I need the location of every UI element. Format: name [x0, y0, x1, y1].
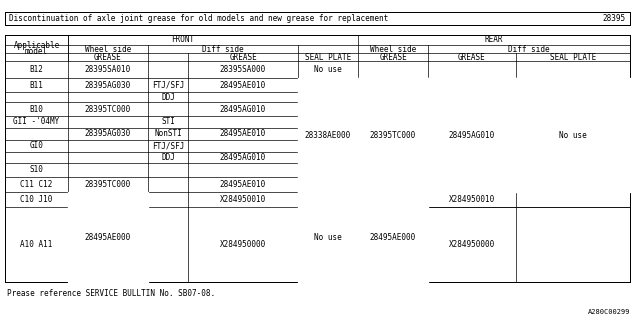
Text: X284950000: X284950000 — [449, 240, 495, 249]
Text: 28395SA010: 28395SA010 — [85, 65, 131, 74]
Text: Diff side: Diff side — [202, 44, 244, 53]
Text: B11: B11 — [29, 81, 44, 90]
Text: 28495AE010: 28495AE010 — [220, 81, 266, 90]
Text: FRONT: FRONT — [172, 36, 195, 44]
Text: NonSTI: NonSTI — [154, 130, 182, 139]
Text: 28395AG030: 28395AG030 — [85, 130, 131, 139]
Text: 28495AE000: 28495AE000 — [85, 233, 131, 242]
Text: SEAL PLATE: SEAL PLATE — [550, 52, 596, 61]
Text: STI: STI — [161, 117, 175, 126]
Text: REAR: REAR — [484, 36, 503, 44]
Text: Discontinuation of axle joint grease for old models and new grease for replaceme: Discontinuation of axle joint grease for… — [9, 14, 388, 23]
Text: FTJ/SFJ: FTJ/SFJ — [152, 141, 184, 150]
Text: 28395: 28395 — [603, 14, 626, 23]
Text: 28395SA000: 28395SA000 — [220, 65, 266, 74]
Text: model: model — [25, 47, 48, 57]
Text: No use: No use — [314, 65, 342, 74]
Bar — [5, 35, 630, 282]
Text: 28395TC000: 28395TC000 — [370, 131, 416, 140]
Text: 28495AG010: 28495AG010 — [220, 105, 266, 114]
Text: 28395TC000: 28395TC000 — [85, 105, 131, 114]
Text: 28395TC000: 28395TC000 — [85, 180, 131, 189]
Text: A10 A11: A10 A11 — [20, 240, 52, 249]
Text: Wheel side: Wheel side — [85, 44, 131, 53]
Text: 28495AG010: 28495AG010 — [220, 153, 266, 162]
Text: GII -'04MY: GII -'04MY — [13, 117, 60, 126]
Text: Diff side: Diff side — [508, 44, 550, 53]
Text: GREASE: GREASE — [458, 52, 486, 61]
Text: B12: B12 — [29, 65, 44, 74]
Text: Prease reference SERVICE BULLTIN No. SB07-08.: Prease reference SERVICE BULLTIN No. SB0… — [7, 290, 215, 299]
Text: C11 C12: C11 C12 — [20, 180, 52, 189]
Text: B10: B10 — [29, 105, 44, 114]
Text: GREASE: GREASE — [379, 52, 407, 61]
Bar — [5, 12, 630, 25]
Text: No use: No use — [559, 131, 587, 140]
Text: Wheel side: Wheel side — [370, 44, 416, 53]
Text: 28495AG010: 28495AG010 — [449, 131, 495, 140]
Text: X284950000: X284950000 — [220, 240, 266, 249]
Text: 28495AE010: 28495AE010 — [220, 130, 266, 139]
Text: S10: S10 — [29, 165, 44, 174]
Text: SEAL PLATE: SEAL PLATE — [305, 52, 351, 61]
Text: DDJ: DDJ — [161, 153, 175, 162]
Text: GREASE: GREASE — [94, 52, 122, 61]
Text: 28495AE000: 28495AE000 — [370, 233, 416, 242]
Text: X284950010: X284950010 — [449, 195, 495, 204]
Text: DDJ: DDJ — [161, 92, 175, 101]
Text: 28395AG030: 28395AG030 — [85, 81, 131, 90]
Text: 28495AE010: 28495AE010 — [220, 180, 266, 189]
Text: C10 J10: C10 J10 — [20, 195, 52, 204]
Text: 28338AE000: 28338AE000 — [305, 131, 351, 140]
Text: GREASE: GREASE — [229, 52, 257, 61]
Text: FTJ/SFJ: FTJ/SFJ — [152, 81, 184, 90]
Text: A280C00299: A280C00299 — [588, 309, 630, 315]
Text: GI0: GI0 — [29, 141, 44, 150]
Text: X284950010: X284950010 — [220, 195, 266, 204]
Text: No use: No use — [314, 233, 342, 242]
Text: Applicable: Applicable — [13, 42, 60, 51]
